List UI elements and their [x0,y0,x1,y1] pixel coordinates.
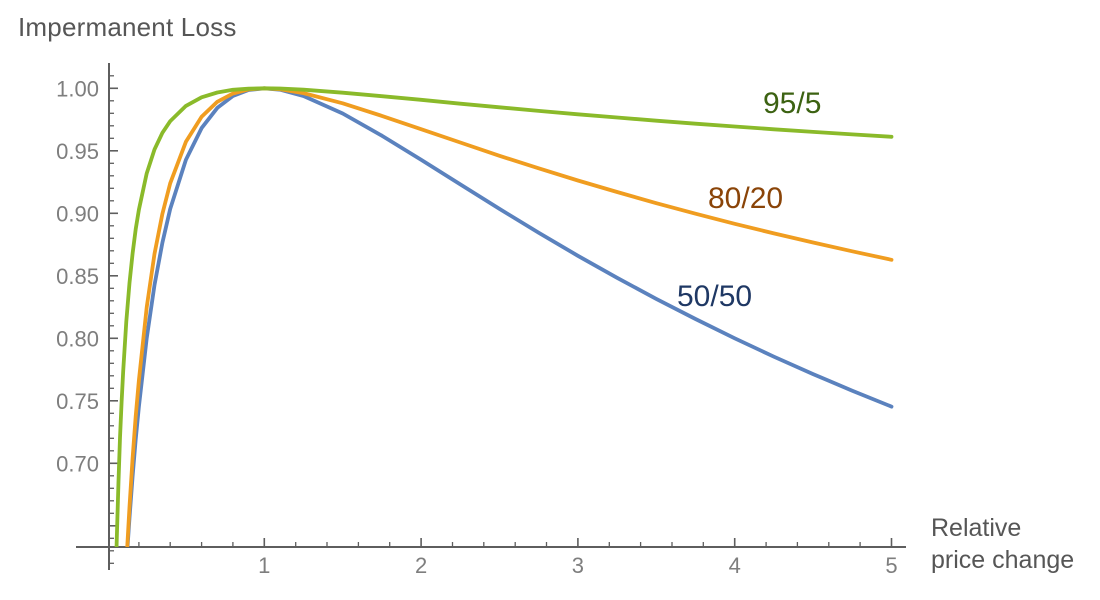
x-tick-label: 4 [729,553,741,578]
y-tick-label: 0.95 [56,139,99,164]
y-tick-label: 0.85 [56,264,99,289]
x-tick-label: 2 [415,553,427,578]
y-tick-label: 0.90 [56,201,99,226]
series-label-80-20: 80/20 [708,182,784,215]
series-curve-95-5 [114,86,894,547]
y-tick-label: 1.00 [56,76,99,101]
chart-title: Impermanent Loss [18,12,237,42]
x-tick-label: 3 [572,553,584,578]
x-tick-label: 5 [885,553,897,578]
series-label-50-50: 50/50 [677,280,753,313]
x-axis-label-line1: Relative [931,514,1022,542]
series-curve-50-50 [125,86,894,547]
x-tick-label: 1 [258,553,270,578]
y-tick-label: 0.75 [56,389,99,414]
y-tick-label: 0.80 [56,326,99,351]
series-label-95-5: 95/5 [763,87,822,120]
x-axis-label-line2: price change [931,546,1075,574]
series-curve-80-20 [125,86,894,547]
x-axis-label: Relative price change [931,512,1074,576]
y-tick-label: 0.70 [56,451,99,476]
